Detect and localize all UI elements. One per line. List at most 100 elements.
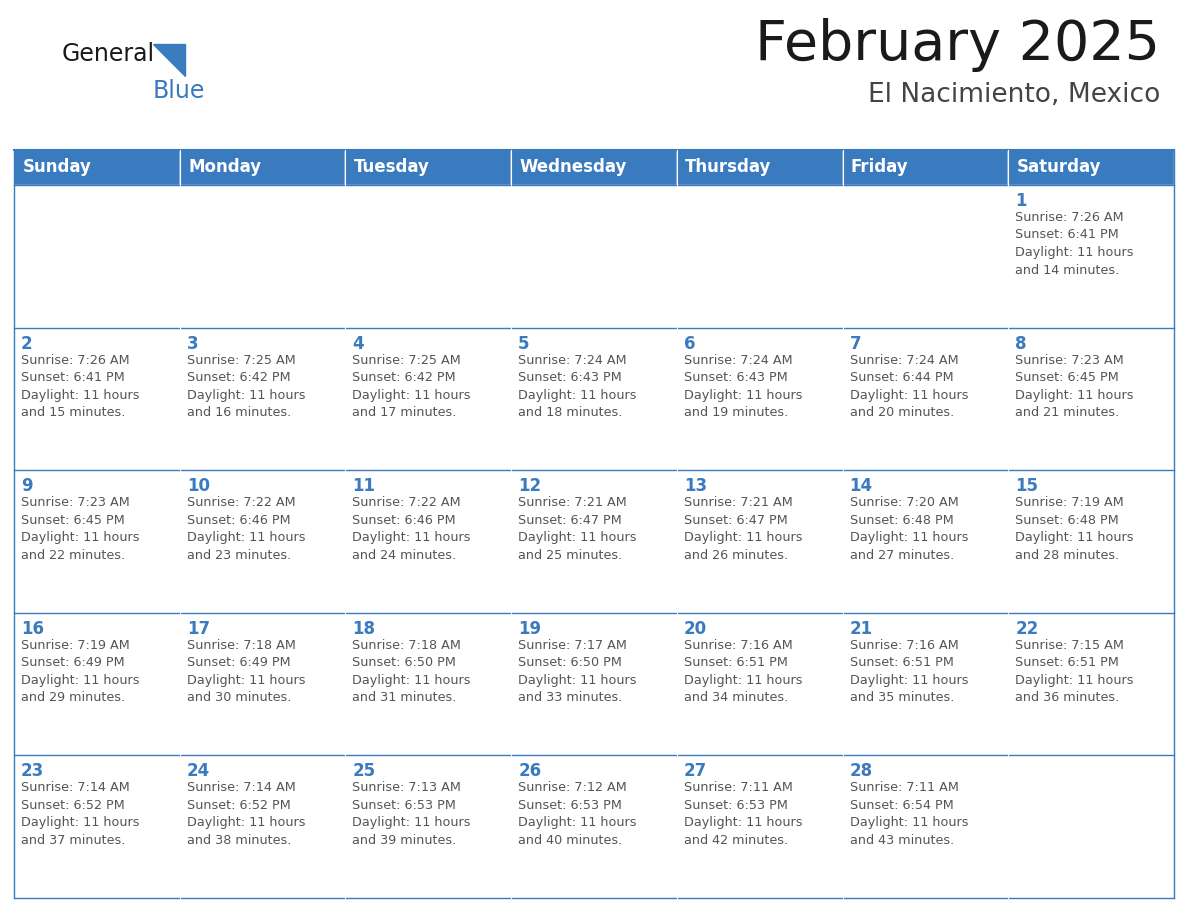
- Bar: [179, 328, 346, 470]
- Text: 9: 9: [21, 477, 32, 495]
- Bar: [511, 613, 677, 756]
- Bar: [842, 756, 1009, 898]
- Text: 18: 18: [353, 620, 375, 638]
- Text: 11: 11: [353, 477, 375, 495]
- Text: Sunrise: 7:23 AM
Sunset: 6:45 PM
Daylight: 11 hours
and 21 minutes.: Sunrise: 7:23 AM Sunset: 6:45 PM Dayligh…: [1016, 353, 1133, 420]
- Bar: [1009, 613, 1174, 756]
- Text: 13: 13: [684, 477, 707, 495]
- Bar: [14, 613, 179, 756]
- Text: Sunrise: 7:25 AM
Sunset: 6:42 PM
Daylight: 11 hours
and 16 minutes.: Sunrise: 7:25 AM Sunset: 6:42 PM Dayligh…: [187, 353, 305, 420]
- Text: Sunrise: 7:16 AM
Sunset: 6:51 PM
Daylight: 11 hours
and 35 minutes.: Sunrise: 7:16 AM Sunset: 6:51 PM Dayligh…: [849, 639, 968, 704]
- Text: February 2025: February 2025: [756, 18, 1159, 72]
- Text: Sunday: Sunday: [23, 159, 91, 176]
- Bar: [511, 756, 677, 898]
- Text: 26: 26: [518, 763, 542, 780]
- Text: 1: 1: [1016, 192, 1026, 210]
- Text: 16: 16: [21, 620, 44, 638]
- Text: Sunrise: 7:26 AM
Sunset: 6:41 PM
Daylight: 11 hours
and 15 minutes.: Sunrise: 7:26 AM Sunset: 6:41 PM Dayligh…: [21, 353, 139, 420]
- Bar: [346, 613, 511, 756]
- Text: Tuesday: Tuesday: [354, 159, 430, 176]
- Text: 2: 2: [21, 334, 32, 353]
- Bar: [842, 185, 1009, 328]
- Bar: [179, 613, 346, 756]
- Text: Sunrise: 7:20 AM
Sunset: 6:48 PM
Daylight: 11 hours
and 27 minutes.: Sunrise: 7:20 AM Sunset: 6:48 PM Dayligh…: [849, 497, 968, 562]
- Bar: [14, 328, 179, 470]
- Text: Friday: Friday: [851, 159, 909, 176]
- Bar: [14, 185, 179, 328]
- Text: 6: 6: [684, 334, 695, 353]
- Bar: [842, 328, 1009, 470]
- Bar: [677, 613, 842, 756]
- Text: Sunrise: 7:16 AM
Sunset: 6:51 PM
Daylight: 11 hours
and 34 minutes.: Sunrise: 7:16 AM Sunset: 6:51 PM Dayligh…: [684, 639, 802, 704]
- Bar: [179, 756, 346, 898]
- Bar: [677, 470, 842, 613]
- Bar: [842, 470, 1009, 613]
- Text: 20: 20: [684, 620, 707, 638]
- Bar: [14, 150, 179, 185]
- Bar: [1009, 756, 1174, 898]
- Bar: [346, 150, 511, 185]
- Bar: [1009, 150, 1174, 185]
- Text: Sunrise: 7:19 AM
Sunset: 6:48 PM
Daylight: 11 hours
and 28 minutes.: Sunrise: 7:19 AM Sunset: 6:48 PM Dayligh…: [1016, 497, 1133, 562]
- Bar: [677, 185, 842, 328]
- Text: Sunrise: 7:22 AM
Sunset: 6:46 PM
Daylight: 11 hours
and 24 minutes.: Sunrise: 7:22 AM Sunset: 6:46 PM Dayligh…: [353, 497, 470, 562]
- Text: 24: 24: [187, 763, 210, 780]
- Text: 23: 23: [21, 763, 44, 780]
- Text: Sunrise: 7:13 AM
Sunset: 6:53 PM
Daylight: 11 hours
and 39 minutes.: Sunrise: 7:13 AM Sunset: 6:53 PM Dayligh…: [353, 781, 470, 847]
- Text: Sunrise: 7:24 AM
Sunset: 6:43 PM
Daylight: 11 hours
and 19 minutes.: Sunrise: 7:24 AM Sunset: 6:43 PM Dayligh…: [684, 353, 802, 420]
- Bar: [1009, 185, 1174, 328]
- Bar: [842, 613, 1009, 756]
- Text: 5: 5: [518, 334, 530, 353]
- Text: 25: 25: [353, 763, 375, 780]
- Bar: [1009, 470, 1174, 613]
- Bar: [677, 756, 842, 898]
- Bar: [842, 150, 1009, 185]
- Bar: [346, 470, 511, 613]
- Text: 14: 14: [849, 477, 873, 495]
- Text: Sunrise: 7:21 AM
Sunset: 6:47 PM
Daylight: 11 hours
and 25 minutes.: Sunrise: 7:21 AM Sunset: 6:47 PM Dayligh…: [518, 497, 637, 562]
- Text: Sunrise: 7:12 AM
Sunset: 6:53 PM
Daylight: 11 hours
and 40 minutes.: Sunrise: 7:12 AM Sunset: 6:53 PM Dayligh…: [518, 781, 637, 847]
- Bar: [179, 470, 346, 613]
- Bar: [511, 470, 677, 613]
- Bar: [511, 150, 677, 185]
- Text: 15: 15: [1016, 477, 1038, 495]
- Text: 21: 21: [849, 620, 873, 638]
- Text: 12: 12: [518, 477, 542, 495]
- Bar: [677, 150, 842, 185]
- Bar: [179, 150, 346, 185]
- Text: 3: 3: [187, 334, 198, 353]
- Text: Sunrise: 7:22 AM
Sunset: 6:46 PM
Daylight: 11 hours
and 23 minutes.: Sunrise: 7:22 AM Sunset: 6:46 PM Dayligh…: [187, 497, 305, 562]
- Text: 17: 17: [187, 620, 210, 638]
- Text: Sunrise: 7:19 AM
Sunset: 6:49 PM
Daylight: 11 hours
and 29 minutes.: Sunrise: 7:19 AM Sunset: 6:49 PM Dayligh…: [21, 639, 139, 704]
- Text: 8: 8: [1016, 334, 1026, 353]
- Bar: [511, 185, 677, 328]
- Text: Sunrise: 7:11 AM
Sunset: 6:53 PM
Daylight: 11 hours
and 42 minutes.: Sunrise: 7:11 AM Sunset: 6:53 PM Dayligh…: [684, 781, 802, 847]
- Bar: [677, 328, 842, 470]
- Text: Sunrise: 7:14 AM
Sunset: 6:52 PM
Daylight: 11 hours
and 38 minutes.: Sunrise: 7:14 AM Sunset: 6:52 PM Dayligh…: [187, 781, 305, 847]
- Text: Sunrise: 7:24 AM
Sunset: 6:44 PM
Daylight: 11 hours
and 20 minutes.: Sunrise: 7:24 AM Sunset: 6:44 PM Dayligh…: [849, 353, 968, 420]
- Text: Sunrise: 7:24 AM
Sunset: 6:43 PM
Daylight: 11 hours
and 18 minutes.: Sunrise: 7:24 AM Sunset: 6:43 PM Dayligh…: [518, 353, 637, 420]
- Bar: [14, 470, 179, 613]
- Bar: [14, 756, 179, 898]
- Text: 27: 27: [684, 763, 707, 780]
- Text: 7: 7: [849, 334, 861, 353]
- Text: Sunrise: 7:21 AM
Sunset: 6:47 PM
Daylight: 11 hours
and 26 minutes.: Sunrise: 7:21 AM Sunset: 6:47 PM Dayligh…: [684, 497, 802, 562]
- Text: Monday: Monday: [188, 159, 261, 176]
- Text: Saturday: Saturday: [1017, 159, 1101, 176]
- Text: Thursday: Thursday: [685, 159, 771, 176]
- Bar: [346, 328, 511, 470]
- Text: Wednesday: Wednesday: [519, 159, 627, 176]
- Text: Sunrise: 7:23 AM
Sunset: 6:45 PM
Daylight: 11 hours
and 22 minutes.: Sunrise: 7:23 AM Sunset: 6:45 PM Dayligh…: [21, 497, 139, 562]
- Text: Sunrise: 7:14 AM
Sunset: 6:52 PM
Daylight: 11 hours
and 37 minutes.: Sunrise: 7:14 AM Sunset: 6:52 PM Dayligh…: [21, 781, 139, 847]
- Bar: [346, 185, 511, 328]
- Bar: [1009, 328, 1174, 470]
- Text: Sunrise: 7:17 AM
Sunset: 6:50 PM
Daylight: 11 hours
and 33 minutes.: Sunrise: 7:17 AM Sunset: 6:50 PM Dayligh…: [518, 639, 637, 704]
- Text: 28: 28: [849, 763, 873, 780]
- Text: Blue: Blue: [153, 79, 206, 103]
- Bar: [179, 185, 346, 328]
- Bar: [346, 756, 511, 898]
- Bar: [511, 328, 677, 470]
- Text: Sunrise: 7:18 AM
Sunset: 6:50 PM
Daylight: 11 hours
and 31 minutes.: Sunrise: 7:18 AM Sunset: 6:50 PM Dayligh…: [353, 639, 470, 704]
- Text: 22: 22: [1016, 620, 1038, 638]
- Text: Sunrise: 7:25 AM
Sunset: 6:42 PM
Daylight: 11 hours
and 17 minutes.: Sunrise: 7:25 AM Sunset: 6:42 PM Dayligh…: [353, 353, 470, 420]
